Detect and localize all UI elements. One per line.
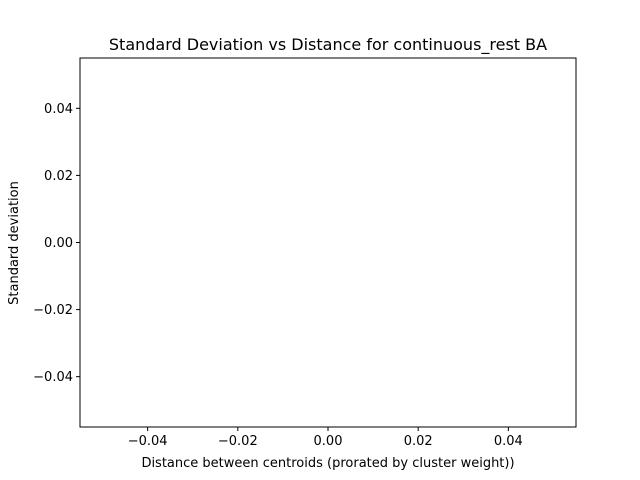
x-tick-label: 0.00 [314, 434, 343, 449]
y-axis-label: Standard deviation [7, 181, 22, 305]
plot-area-frame [79, 57, 577, 428]
x-tick-label: −0.04 [128, 434, 168, 449]
chart-title: Standard Deviation vs Distance for conti… [109, 35, 547, 55]
y-tick-label: −0.02 [33, 303, 73, 318]
y-tick-label: 0.00 [44, 236, 73, 251]
y-tick-label: 0.02 [44, 169, 73, 184]
x-tick-label: 0.04 [494, 434, 523, 449]
x-tick-label: 0.02 [404, 434, 433, 449]
y-tick-label: 0.04 [44, 102, 73, 117]
x-axis-ticks: −0.04 −0.02 0.00 0.02 0.04 [128, 427, 523, 449]
x-axis-label: Distance between centroids (prorated by … [141, 456, 514, 471]
x-tick-label: −0.02 [218, 434, 258, 449]
y-axis-ticks: −0.04 −0.02 0.00 0.02 0.04 [33, 102, 80, 385]
y-tick-label: −0.04 [33, 370, 73, 385]
